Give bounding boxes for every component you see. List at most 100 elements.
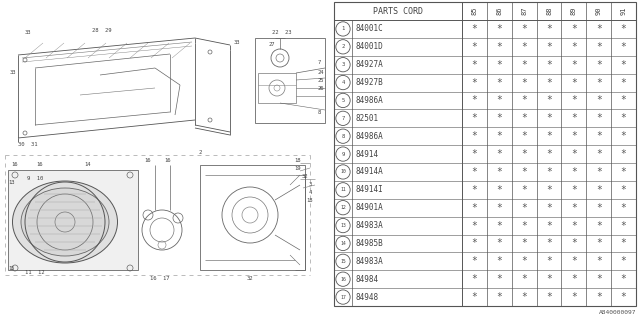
Text: *: * xyxy=(546,256,552,266)
Text: 84001C: 84001C xyxy=(355,24,383,33)
Text: 85: 85 xyxy=(472,7,477,15)
Text: 16  17: 16 17 xyxy=(150,276,170,281)
Text: 84914: 84914 xyxy=(355,149,378,159)
Text: 7: 7 xyxy=(341,116,344,121)
Text: 11  12: 11 12 xyxy=(25,269,45,275)
Text: *: * xyxy=(571,95,577,105)
Text: *: * xyxy=(521,238,527,248)
Text: *: * xyxy=(571,42,577,52)
Text: 33: 33 xyxy=(25,30,31,36)
Text: *: * xyxy=(472,131,477,141)
Text: *: * xyxy=(621,238,627,248)
Text: *: * xyxy=(571,256,577,266)
Text: *: * xyxy=(497,77,502,88)
Text: 84914A: 84914A xyxy=(355,167,383,176)
Text: *: * xyxy=(521,113,527,123)
Text: *: * xyxy=(621,77,627,88)
Text: PARTS CORD: PARTS CORD xyxy=(373,6,423,15)
Text: 84986A: 84986A xyxy=(355,96,383,105)
Text: *: * xyxy=(596,95,602,105)
Text: *: * xyxy=(596,238,602,248)
Text: 18: 18 xyxy=(295,157,301,163)
Text: *: * xyxy=(596,24,602,34)
Text: *: * xyxy=(621,95,627,105)
Text: *: * xyxy=(596,220,602,231)
Text: 3: 3 xyxy=(308,182,312,188)
Text: 9  10: 9 10 xyxy=(27,175,43,180)
Text: *: * xyxy=(621,149,627,159)
Text: 25: 25 xyxy=(318,77,324,83)
Text: *: * xyxy=(521,256,527,266)
Text: 8: 8 xyxy=(318,110,321,116)
Text: 86: 86 xyxy=(496,7,502,15)
Text: 84986A: 84986A xyxy=(355,132,383,141)
Text: 84914I: 84914I xyxy=(355,185,383,194)
Text: *: * xyxy=(546,220,552,231)
Text: 16: 16 xyxy=(340,277,346,282)
Text: 7: 7 xyxy=(318,60,321,65)
Text: 89: 89 xyxy=(571,7,577,15)
Text: 84901A: 84901A xyxy=(355,203,383,212)
Text: *: * xyxy=(571,113,577,123)
Text: *: * xyxy=(596,292,602,302)
Text: 1: 1 xyxy=(341,27,344,31)
Text: 33: 33 xyxy=(234,39,240,44)
Text: *: * xyxy=(571,149,577,159)
Text: 2: 2 xyxy=(198,149,202,155)
Text: *: * xyxy=(596,185,602,195)
Text: 84983A: 84983A xyxy=(355,221,383,230)
Text: 16: 16 xyxy=(145,157,151,163)
Text: 4: 4 xyxy=(341,80,344,85)
Text: 8: 8 xyxy=(341,134,344,139)
Text: 12: 12 xyxy=(340,205,346,210)
Text: 5: 5 xyxy=(341,98,344,103)
Text: 14: 14 xyxy=(84,163,92,167)
Text: 91: 91 xyxy=(621,7,627,15)
Text: *: * xyxy=(472,95,477,105)
Text: *: * xyxy=(546,77,552,88)
Text: *: * xyxy=(546,42,552,52)
Text: *: * xyxy=(497,274,502,284)
Text: *: * xyxy=(472,220,477,231)
Text: *: * xyxy=(546,185,552,195)
Text: A840000097: A840000097 xyxy=(598,310,636,316)
Text: 84984: 84984 xyxy=(355,275,378,284)
Text: *: * xyxy=(596,167,602,177)
Text: *: * xyxy=(497,60,502,70)
Text: 13: 13 xyxy=(340,223,346,228)
Text: 13: 13 xyxy=(9,180,15,185)
Text: 18: 18 xyxy=(307,197,313,203)
Bar xyxy=(258,73,296,103)
Text: *: * xyxy=(546,149,552,159)
Text: *: * xyxy=(546,95,552,105)
Text: 88: 88 xyxy=(546,7,552,15)
Text: 87: 87 xyxy=(521,7,527,15)
Text: *: * xyxy=(472,60,477,70)
Text: *: * xyxy=(571,274,577,284)
Bar xyxy=(200,165,305,270)
Text: *: * xyxy=(497,185,502,195)
Text: 15: 15 xyxy=(9,266,15,270)
Text: *: * xyxy=(596,131,602,141)
Text: *: * xyxy=(472,185,477,195)
Ellipse shape xyxy=(13,181,118,263)
Text: *: * xyxy=(497,131,502,141)
Text: *: * xyxy=(546,274,552,284)
Text: 16: 16 xyxy=(36,163,44,167)
Text: *: * xyxy=(596,60,602,70)
Text: *: * xyxy=(497,238,502,248)
Text: *: * xyxy=(521,131,527,141)
Text: *: * xyxy=(472,42,477,52)
Text: *: * xyxy=(621,292,627,302)
Text: *: * xyxy=(497,149,502,159)
Text: 84985B: 84985B xyxy=(355,239,383,248)
Text: *: * xyxy=(546,203,552,213)
Text: 32: 32 xyxy=(247,276,253,281)
Text: 28  29: 28 29 xyxy=(92,28,112,34)
Text: 4: 4 xyxy=(308,189,312,195)
Text: *: * xyxy=(596,203,602,213)
Text: *: * xyxy=(497,95,502,105)
Text: 84948: 84948 xyxy=(355,292,378,301)
Text: *: * xyxy=(521,220,527,231)
Text: *: * xyxy=(596,77,602,88)
